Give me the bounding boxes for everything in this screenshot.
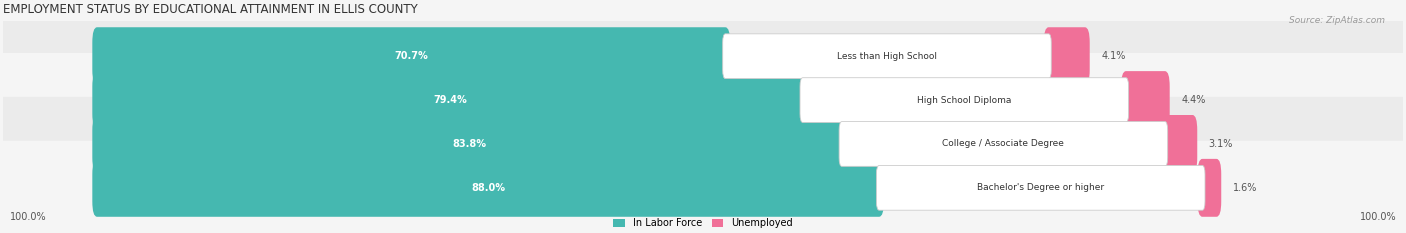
- Text: 83.8%: 83.8%: [453, 139, 486, 149]
- FancyBboxPatch shape: [839, 122, 1167, 166]
- Text: Less than High School: Less than High School: [837, 52, 936, 61]
- Text: 4.1%: 4.1%: [1101, 51, 1126, 61]
- FancyBboxPatch shape: [1198, 159, 1222, 217]
- Text: Source: ZipAtlas.com: Source: ZipAtlas.com: [1289, 16, 1385, 25]
- Text: 1.6%: 1.6%: [1233, 183, 1257, 193]
- Text: 70.7%: 70.7%: [394, 51, 427, 61]
- FancyBboxPatch shape: [1160, 115, 1198, 173]
- Text: 88.0%: 88.0%: [471, 183, 505, 193]
- Text: 100.0%: 100.0%: [1360, 212, 1396, 222]
- FancyBboxPatch shape: [0, 9, 1406, 103]
- FancyBboxPatch shape: [0, 53, 1406, 147]
- FancyBboxPatch shape: [0, 97, 1406, 191]
- Text: 3.1%: 3.1%: [1209, 139, 1233, 149]
- Text: 79.4%: 79.4%: [433, 95, 467, 105]
- FancyBboxPatch shape: [1043, 27, 1090, 85]
- FancyBboxPatch shape: [93, 71, 807, 129]
- Legend: In Labor Force, Unemployed: In Labor Force, Unemployed: [609, 214, 797, 232]
- FancyBboxPatch shape: [800, 78, 1129, 123]
- Text: Bachelor's Degree or higher: Bachelor's Degree or higher: [977, 183, 1104, 192]
- FancyBboxPatch shape: [93, 159, 884, 217]
- FancyBboxPatch shape: [93, 27, 730, 85]
- Text: 100.0%: 100.0%: [10, 212, 46, 222]
- Text: 4.4%: 4.4%: [1181, 95, 1205, 105]
- FancyBboxPatch shape: [1121, 71, 1170, 129]
- FancyBboxPatch shape: [876, 165, 1205, 210]
- FancyBboxPatch shape: [723, 34, 1052, 79]
- Text: EMPLOYMENT STATUS BY EDUCATIONAL ATTAINMENT IN ELLIS COUNTY: EMPLOYMENT STATUS BY EDUCATIONAL ATTAINM…: [3, 3, 418, 16]
- FancyBboxPatch shape: [0, 141, 1406, 233]
- FancyBboxPatch shape: [93, 115, 846, 173]
- Text: High School Diploma: High School Diploma: [917, 96, 1011, 105]
- Text: College / Associate Degree: College / Associate Degree: [942, 140, 1064, 148]
